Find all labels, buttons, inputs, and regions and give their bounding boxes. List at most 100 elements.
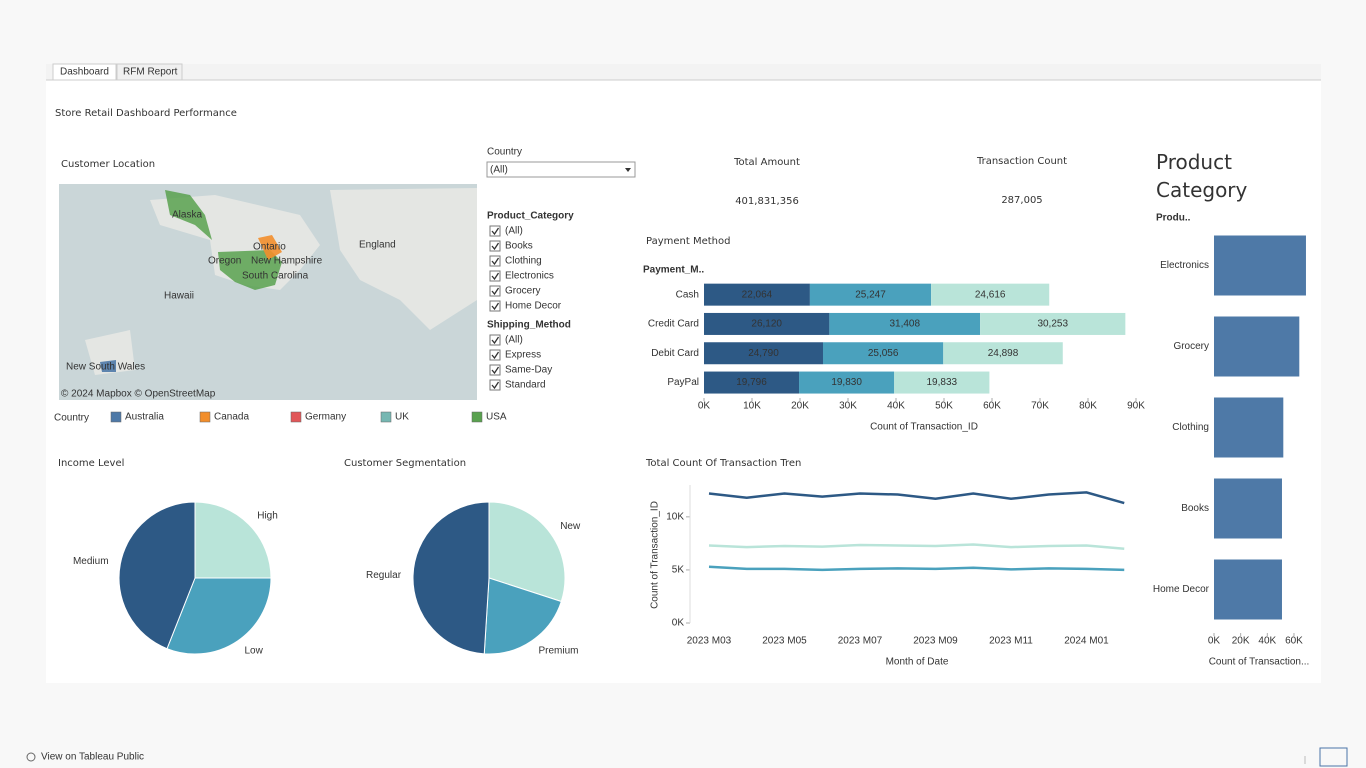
bar	[1214, 235, 1306, 296]
kpi-title: Transaction Count	[976, 156, 1067, 167]
category-header: Produ..	[1156, 213, 1191, 224]
checkbox[interactable]	[489, 300, 501, 312]
chart-title: Total Count Of Transaction Tren	[645, 458, 801, 469]
legend-swatch	[290, 411, 302, 423]
bar	[1214, 397, 1284, 458]
bar	[1214, 478, 1282, 539]
value-label: 25,056	[868, 348, 899, 359]
category-label: PayPal	[667, 377, 699, 388]
chart-title: Payment Method	[646, 236, 730, 247]
category-label: Electronics	[1160, 260, 1209, 271]
checkbox-label: Grocery	[505, 286, 541, 297]
tab[interactable]	[116, 63, 183, 81]
checkmark	[491, 227, 500, 236]
x-tick-label: 2023 M07	[838, 636, 883, 647]
legend-swatch	[471, 411, 483, 423]
map-label: New Hampshire	[251, 256, 323, 267]
line-series	[708, 565, 1125, 572]
y-axis-label: Count of Transaction_ID	[650, 501, 661, 609]
checkmark	[491, 302, 500, 311]
bar-segment	[894, 371, 990, 394]
slice-label: Low	[244, 645, 263, 656]
country-dropdown[interactable]	[486, 161, 636, 178]
x-tick-label: 40K	[887, 401, 905, 412]
checkmark	[491, 272, 500, 281]
checkbox-label: Books	[505, 241, 533, 252]
category-header: Payment_M..	[643, 265, 704, 276]
checkbox[interactable]	[489, 285, 501, 297]
tab-label: Dashboard	[60, 67, 109, 78]
checkbox[interactable]	[489, 270, 501, 282]
x-axis-label: Month of Date	[886, 657, 949, 668]
y-tick-label: 0K	[672, 618, 685, 629]
legend-label: UK	[395, 412, 409, 423]
checkbox[interactable]	[489, 379, 501, 391]
checkbox-label: Standard	[505, 380, 546, 391]
land	[85, 330, 135, 375]
x-tick-label: 20K	[791, 401, 809, 412]
region-usa	[218, 250, 282, 290]
dashboard-title: Store Retail Dashboard Performance	[55, 108, 237, 119]
legend-swatch	[110, 411, 122, 423]
checkbox-label: Home Decor	[505, 301, 562, 312]
checkmark	[491, 366, 500, 375]
checkbox[interactable]	[489, 334, 501, 346]
region-canada	[258, 235, 282, 260]
map-label: New South Wales	[66, 362, 145, 373]
line-series	[708, 491, 1125, 505]
checkbox-label: Same-Day	[505, 365, 552, 376]
value-label: 26,120	[751, 319, 782, 330]
value-label: 19,830	[831, 377, 862, 388]
x-tick-label: 90K	[1127, 401, 1145, 412]
region-usa	[165, 190, 212, 240]
line-series	[708, 543, 1125, 550]
slice-label: Medium	[73, 556, 109, 567]
category-label: Credit Card	[648, 319, 699, 330]
checkbox-label: (All)	[505, 335, 523, 346]
checkmark	[491, 257, 500, 266]
x-tick-label: 60K	[983, 401, 1001, 412]
bar-segment	[704, 371, 800, 394]
filter-label: Country	[487, 147, 522, 158]
pie-slice	[483, 577, 562, 655]
map-label: England	[359, 240, 396, 251]
bar-segment	[822, 342, 944, 365]
chart-title: Customer Segmentation	[344, 458, 466, 469]
legend-label: USA	[486, 412, 507, 423]
tab-bar	[46, 64, 1321, 80]
legend-swatch	[380, 411, 392, 423]
checkbox[interactable]	[489, 255, 501, 267]
checkbox[interactable]	[489, 240, 501, 252]
x-tick-label: 2023 M05	[762, 636, 807, 647]
tab-active[interactable]	[52, 63, 117, 81]
checkbox-label: Clothing	[505, 256, 542, 267]
legend-title: Country	[54, 413, 89, 424]
checkbox[interactable]	[489, 349, 501, 361]
checkbox[interactable]	[489, 225, 501, 237]
map-attribution: © 2024 Mapbox © OpenStreetMap	[61, 389, 216, 400]
category-label: Clothing	[1172, 422, 1209, 433]
bar-segment	[799, 371, 895, 394]
checkbox-label: Electronics	[505, 271, 554, 282]
checkmark	[491, 242, 500, 251]
map-label: Alaska	[172, 210, 202, 221]
dropdown-arrow	[625, 168, 631, 172]
bar-segment	[943, 342, 1063, 365]
slice-label: Premium	[538, 645, 578, 656]
category-label: Cash	[676, 289, 699, 300]
kpi-value: 287,005	[1001, 195, 1042, 206]
pie-slice	[166, 577, 272, 655]
slice-label: New	[560, 521, 581, 532]
checkbox[interactable]	[489, 364, 501, 376]
pie-slice	[118, 501, 196, 650]
tab-label: RFM Report	[123, 67, 178, 78]
checkmark	[491, 287, 500, 296]
category-label: Debit Card	[651, 348, 699, 359]
pie-slice	[194, 501, 272, 579]
y-tick-label: 10K	[666, 511, 684, 522]
x-tick-label: 2023 M03	[687, 636, 732, 647]
x-tick-label: 20K	[1232, 636, 1250, 647]
fullscreen-button[interactable]	[1319, 747, 1348, 767]
legend-label: Australia	[125, 412, 164, 423]
